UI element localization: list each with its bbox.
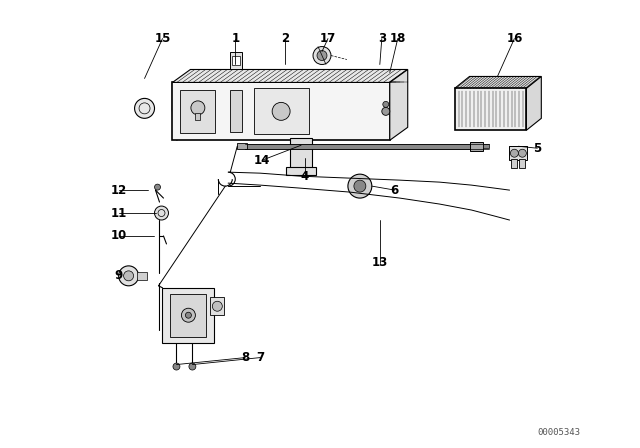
Text: 5: 5 <box>533 142 541 155</box>
Text: 13: 13 <box>372 256 388 269</box>
Bar <box>254 88 309 134</box>
Circle shape <box>272 103 290 121</box>
Bar <box>232 56 240 65</box>
Text: 00005343: 00005343 <box>538 428 580 437</box>
Polygon shape <box>172 69 408 82</box>
Circle shape <box>154 184 161 190</box>
Text: 11: 11 <box>111 207 127 220</box>
Bar <box>290 138 312 168</box>
Circle shape <box>189 363 196 370</box>
Circle shape <box>313 47 331 65</box>
Text: 2: 2 <box>281 32 289 45</box>
Text: 7: 7 <box>256 351 264 364</box>
Circle shape <box>382 108 390 115</box>
Circle shape <box>518 149 526 157</box>
Circle shape <box>134 99 154 118</box>
Circle shape <box>348 174 372 198</box>
Text: 6: 6 <box>390 184 399 197</box>
Circle shape <box>124 271 134 281</box>
Bar <box>230 90 243 132</box>
Bar <box>170 294 206 336</box>
Bar <box>180 90 215 134</box>
Bar <box>211 297 224 315</box>
Text: 16: 16 <box>506 32 523 45</box>
Circle shape <box>173 363 180 370</box>
Bar <box>509 146 527 160</box>
Text: 4: 4 <box>301 170 309 183</box>
Text: 12: 12 <box>111 184 127 197</box>
Bar <box>454 88 526 130</box>
Bar <box>172 82 390 140</box>
Circle shape <box>317 51 327 60</box>
Polygon shape <box>390 69 408 140</box>
Text: 8: 8 <box>241 351 250 364</box>
Text: 18: 18 <box>390 32 406 45</box>
Text: 17: 17 <box>320 32 336 45</box>
Text: 15: 15 <box>154 32 171 45</box>
Circle shape <box>212 301 222 311</box>
Text: 9: 9 <box>115 269 123 282</box>
Polygon shape <box>454 77 541 88</box>
Bar <box>520 159 525 168</box>
Circle shape <box>191 101 205 115</box>
Text: 14: 14 <box>254 154 270 167</box>
Text: 1: 1 <box>231 32 239 45</box>
Circle shape <box>354 180 366 192</box>
Polygon shape <box>526 77 541 130</box>
Bar <box>470 142 483 151</box>
Circle shape <box>511 149 518 157</box>
Text: 10: 10 <box>111 229 127 242</box>
Text: 3: 3 <box>378 32 386 45</box>
Circle shape <box>181 308 195 322</box>
Bar <box>245 144 472 149</box>
Circle shape <box>383 101 388 108</box>
Circle shape <box>186 312 191 318</box>
Bar <box>195 113 200 120</box>
Circle shape <box>154 206 168 220</box>
Bar <box>483 144 490 148</box>
Bar <box>136 272 147 280</box>
Bar <box>511 159 517 168</box>
Bar <box>237 143 247 149</box>
Bar <box>286 167 316 175</box>
Bar <box>230 52 243 69</box>
Bar <box>163 288 214 343</box>
Circle shape <box>118 266 139 286</box>
